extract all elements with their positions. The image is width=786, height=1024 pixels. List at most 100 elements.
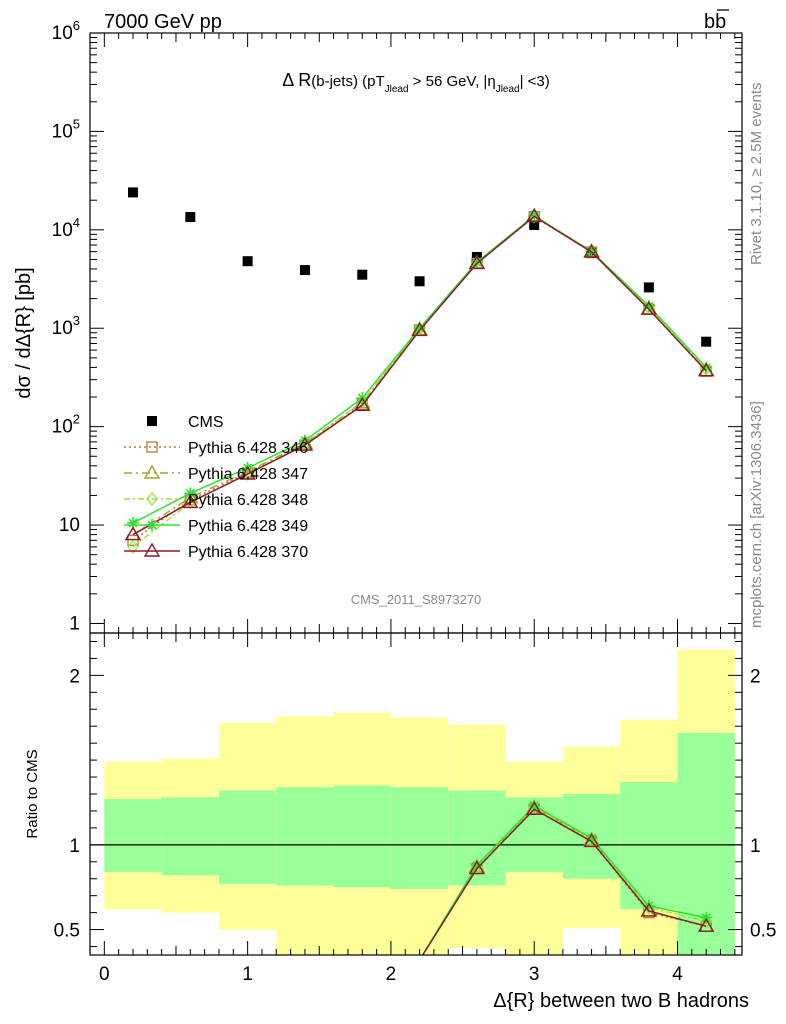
data-point xyxy=(700,361,713,374)
legend-marker xyxy=(147,416,157,426)
y-tick-label: 105 xyxy=(52,116,80,142)
ratio-series-layer xyxy=(421,799,715,955)
energy-label: 7000 GeV pp xyxy=(104,11,222,33)
ratio-line xyxy=(421,808,707,955)
data-point xyxy=(411,322,428,337)
data-point xyxy=(697,362,715,377)
title-part: | <3) xyxy=(520,73,550,90)
title-part: > 56 GeV, |η xyxy=(409,73,496,90)
data-point xyxy=(124,526,142,541)
legend-item: Pythia 6.428 349 xyxy=(124,518,308,535)
y-tick-label: 10 xyxy=(59,515,80,536)
ratio-axis-ticks: 0.5 0.5 1 1 2 2 0 1 2 3 4 xyxy=(54,633,776,985)
ratio-point xyxy=(697,917,715,932)
legend-item: CMS xyxy=(147,414,224,431)
legend-marker xyxy=(143,542,161,557)
mcplots-label: mcplots.cern.ch [arXiv:1306.3436] xyxy=(748,401,765,628)
title-part: (b-jets) (pT xyxy=(311,73,384,90)
data-point xyxy=(354,396,371,411)
main-series-layer xyxy=(124,187,715,554)
title-subscript: Jlead xyxy=(496,84,520,95)
band-green xyxy=(218,790,277,884)
data-point xyxy=(583,243,600,258)
ratio-line xyxy=(421,806,707,955)
band-green xyxy=(390,787,449,889)
ratio-y-tick-label-right: 0.5 xyxy=(750,921,776,942)
legend-item: Pythia 6.428 348 xyxy=(124,491,308,509)
x-tick-label: 2 xyxy=(386,964,397,985)
legend-label: Pythia 6.428 346 xyxy=(188,440,308,457)
data-point xyxy=(239,465,256,480)
y-tick-label: 106 xyxy=(52,18,80,44)
legend-label: Pythia 6.428 370 xyxy=(188,544,308,561)
data-point xyxy=(357,269,368,280)
series-pythia-6-428-370 xyxy=(124,207,715,541)
ratio-y-tick-label-right: 1 xyxy=(750,836,761,857)
data-point xyxy=(127,534,139,546)
legend-label: Pythia 6.428 347 xyxy=(188,466,308,483)
band-green xyxy=(276,787,334,886)
ratio-y-axis-label: Ratio to CMS xyxy=(24,749,41,838)
y-tick-label: 104 xyxy=(52,215,80,241)
ratio-y-tick-label: 0.5 xyxy=(54,921,80,942)
ratio-point xyxy=(526,800,543,815)
legend: CMS Pythia 6.428 346 Pythia 6.428 347 Pythi… xyxy=(124,414,308,561)
legend-item: Pythia 6.428 347 xyxy=(124,464,308,483)
data-point xyxy=(640,300,658,315)
y-tick-label: 1 xyxy=(69,613,80,634)
ratio-point xyxy=(642,899,655,912)
data-point xyxy=(356,394,369,409)
data-point xyxy=(414,276,425,287)
band-green xyxy=(104,799,162,872)
data-point xyxy=(184,487,197,500)
data-point xyxy=(701,336,712,347)
legend-label: Pythia 6.428 349 xyxy=(188,518,308,535)
ratio-y-tick-label: 1 xyxy=(69,836,80,857)
data-point xyxy=(642,300,655,313)
main-axis-ticks: 1 10 102 103 104 105 106 xyxy=(52,18,742,634)
data-point xyxy=(185,211,196,222)
data-point xyxy=(529,219,540,230)
plot-title: Δ R(b-jets) (pTJlead > 56 GeV, |ηJlead| … xyxy=(282,70,550,95)
data-point xyxy=(296,436,314,451)
rivet-label: Rivet 3.1.10, ≥ 2.5M events xyxy=(748,83,765,266)
ratio-y-tick-label: 2 xyxy=(69,666,80,687)
data-point xyxy=(126,516,139,529)
band-green xyxy=(333,785,391,888)
ratio-point xyxy=(640,902,658,917)
x-tick-label: 0 xyxy=(99,964,110,985)
legend-item: Pythia 6.428 346 xyxy=(124,440,308,457)
ratio-point xyxy=(468,860,486,875)
ratio-plot-panel: 0.5 0.5 1 1 2 2 0 1 2 3 4 Ratio to CMS Δ{R} betwee… xyxy=(24,632,776,1012)
main-plot-panel: 1 10 102 103 104 105 106 Δ R(b-jets) (pTJlead … xyxy=(13,18,743,634)
legend-label: Pythia 6.428 348 xyxy=(188,492,308,509)
legend-marker xyxy=(143,464,161,479)
legend-marker xyxy=(146,491,158,507)
legend-marker xyxy=(146,519,158,531)
x-tick-label: 3 xyxy=(529,964,540,985)
ratio-series-pythia-6-428-349 xyxy=(421,799,713,955)
legend-label: CMS xyxy=(188,414,224,431)
ratio-point xyxy=(700,914,713,929)
analysis-watermark: CMS_2011_S8973270 xyxy=(351,592,482,607)
title-subscript: Jlead xyxy=(385,84,409,95)
ratio-line xyxy=(421,804,707,955)
ratio-uncertainty-bands xyxy=(104,649,735,955)
data-point xyxy=(470,256,483,269)
ratio-point xyxy=(583,833,600,848)
ratio-point xyxy=(528,799,541,812)
data-point xyxy=(299,265,310,276)
x-tick-label: 4 xyxy=(672,964,683,985)
data-point xyxy=(127,187,138,198)
y-tick-label: 103 xyxy=(52,313,80,339)
ratio-y-tick-label-right: 2 xyxy=(750,666,761,687)
ratio-point xyxy=(470,859,483,872)
process-label: bb xyxy=(704,11,726,33)
ratio-point xyxy=(700,911,713,924)
x-tick-label: 1 xyxy=(242,964,253,985)
x-axis-label: Δ{R} between two B hadrons xyxy=(493,990,749,1012)
data-point xyxy=(526,207,543,223)
legend-marker xyxy=(146,441,158,453)
main-y-axis-label: dσ / dΔ{R} [pb] xyxy=(13,267,35,398)
data-point xyxy=(127,539,139,554)
